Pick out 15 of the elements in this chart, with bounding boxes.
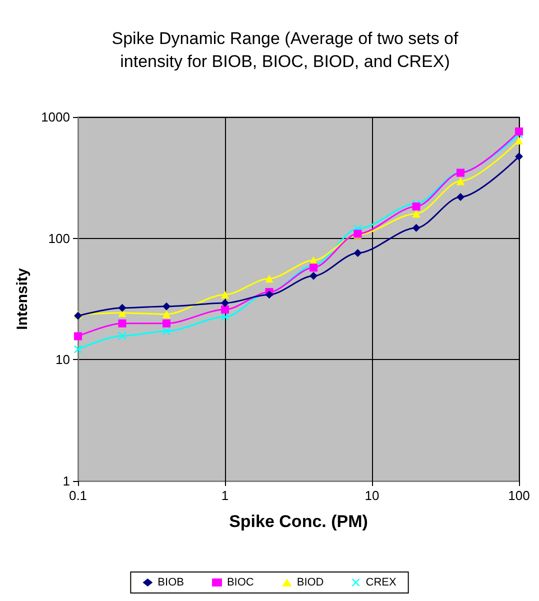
y-tick-label: 1000 <box>41 110 70 124</box>
x-tick-label: 10 <box>364 488 380 503</box>
y-tick-label: 1 <box>62 474 70 488</box>
chart-title: Spike Dynamic Range (Average of two sets of intensity for BIOB, BIOC, BIOD, and CREX) <box>112 29 459 71</box>
x-axis-title: Spike Conc. (PM) <box>229 512 368 531</box>
legend-label: BIOD <box>296 576 324 588</box>
x-tick-label: 100 <box>508 488 530 503</box>
x-tick-label: 1 <box>221 488 229 503</box>
legend-label: BIOB <box>158 576 184 588</box>
legend-label: CREX <box>366 576 397 588</box>
x-tick-label: 0.1 <box>68 488 88 503</box>
y-axis-title: Intensity <box>14 268 32 330</box>
y-tick-label: 10 <box>56 352 70 368</box>
legend-label: BIOC <box>226 576 254 588</box>
y-tick-label: 100 <box>48 230 70 246</box>
